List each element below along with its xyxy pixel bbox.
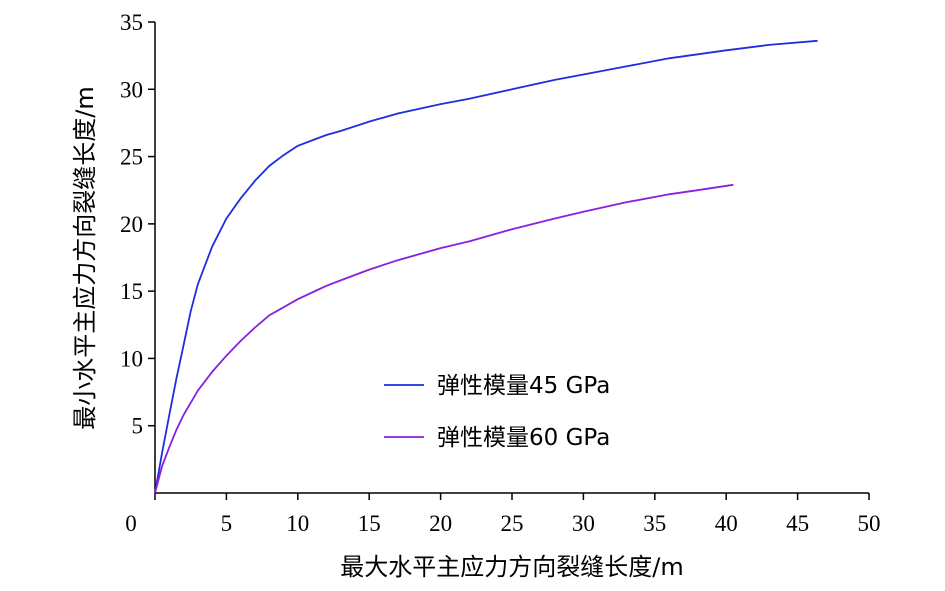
legend: 弹性模量45 GPa 弹性模量60 GPa (384, 373, 610, 451)
x-tick-label: 50 (858, 511, 881, 536)
legend-label-2: 弹性模量60 GPa (437, 425, 610, 451)
x-tick-label: 0 (125, 511, 137, 536)
y-tick-label: 30 (120, 77, 143, 102)
x-tick-label: 40 (715, 511, 738, 536)
y-tick-label: 35 (120, 10, 143, 35)
x-tick-label: 35 (643, 511, 666, 536)
ticks: 0 5 10 15 20 25 30 35 40 45 50 5 10 15 20 25 30 35 (120, 10, 881, 536)
axes (154, 22, 869, 494)
y-tick-label: 10 (120, 346, 143, 371)
y-axis-title: 最小水平主应力方向裂缝长度/m (71, 86, 99, 429)
series-line-2 (154, 183, 734, 494)
y-tick-label: 25 (120, 145, 143, 170)
series-layer (154, 39, 818, 494)
x-axis-title: 最大水平主应力方向裂缝长度/m (340, 553, 683, 581)
x-tick-label: 45 (786, 511, 809, 536)
y-tick-label: 20 (120, 212, 143, 237)
x-tick-label: 25 (501, 511, 524, 536)
x-tick-label: 30 (572, 511, 595, 536)
series-line-1 (154, 39, 818, 494)
x-tick-label: 20 (429, 511, 452, 536)
y-tick-label: 15 (120, 279, 143, 304)
y-tick-label: 5 (132, 414, 144, 439)
x-tick-label: 10 (286, 511, 309, 536)
x-tick-label: 15 (358, 511, 381, 536)
legend-label-1: 弹性模量45 GPa (437, 373, 610, 399)
x-tick-label: 5 (221, 511, 233, 536)
